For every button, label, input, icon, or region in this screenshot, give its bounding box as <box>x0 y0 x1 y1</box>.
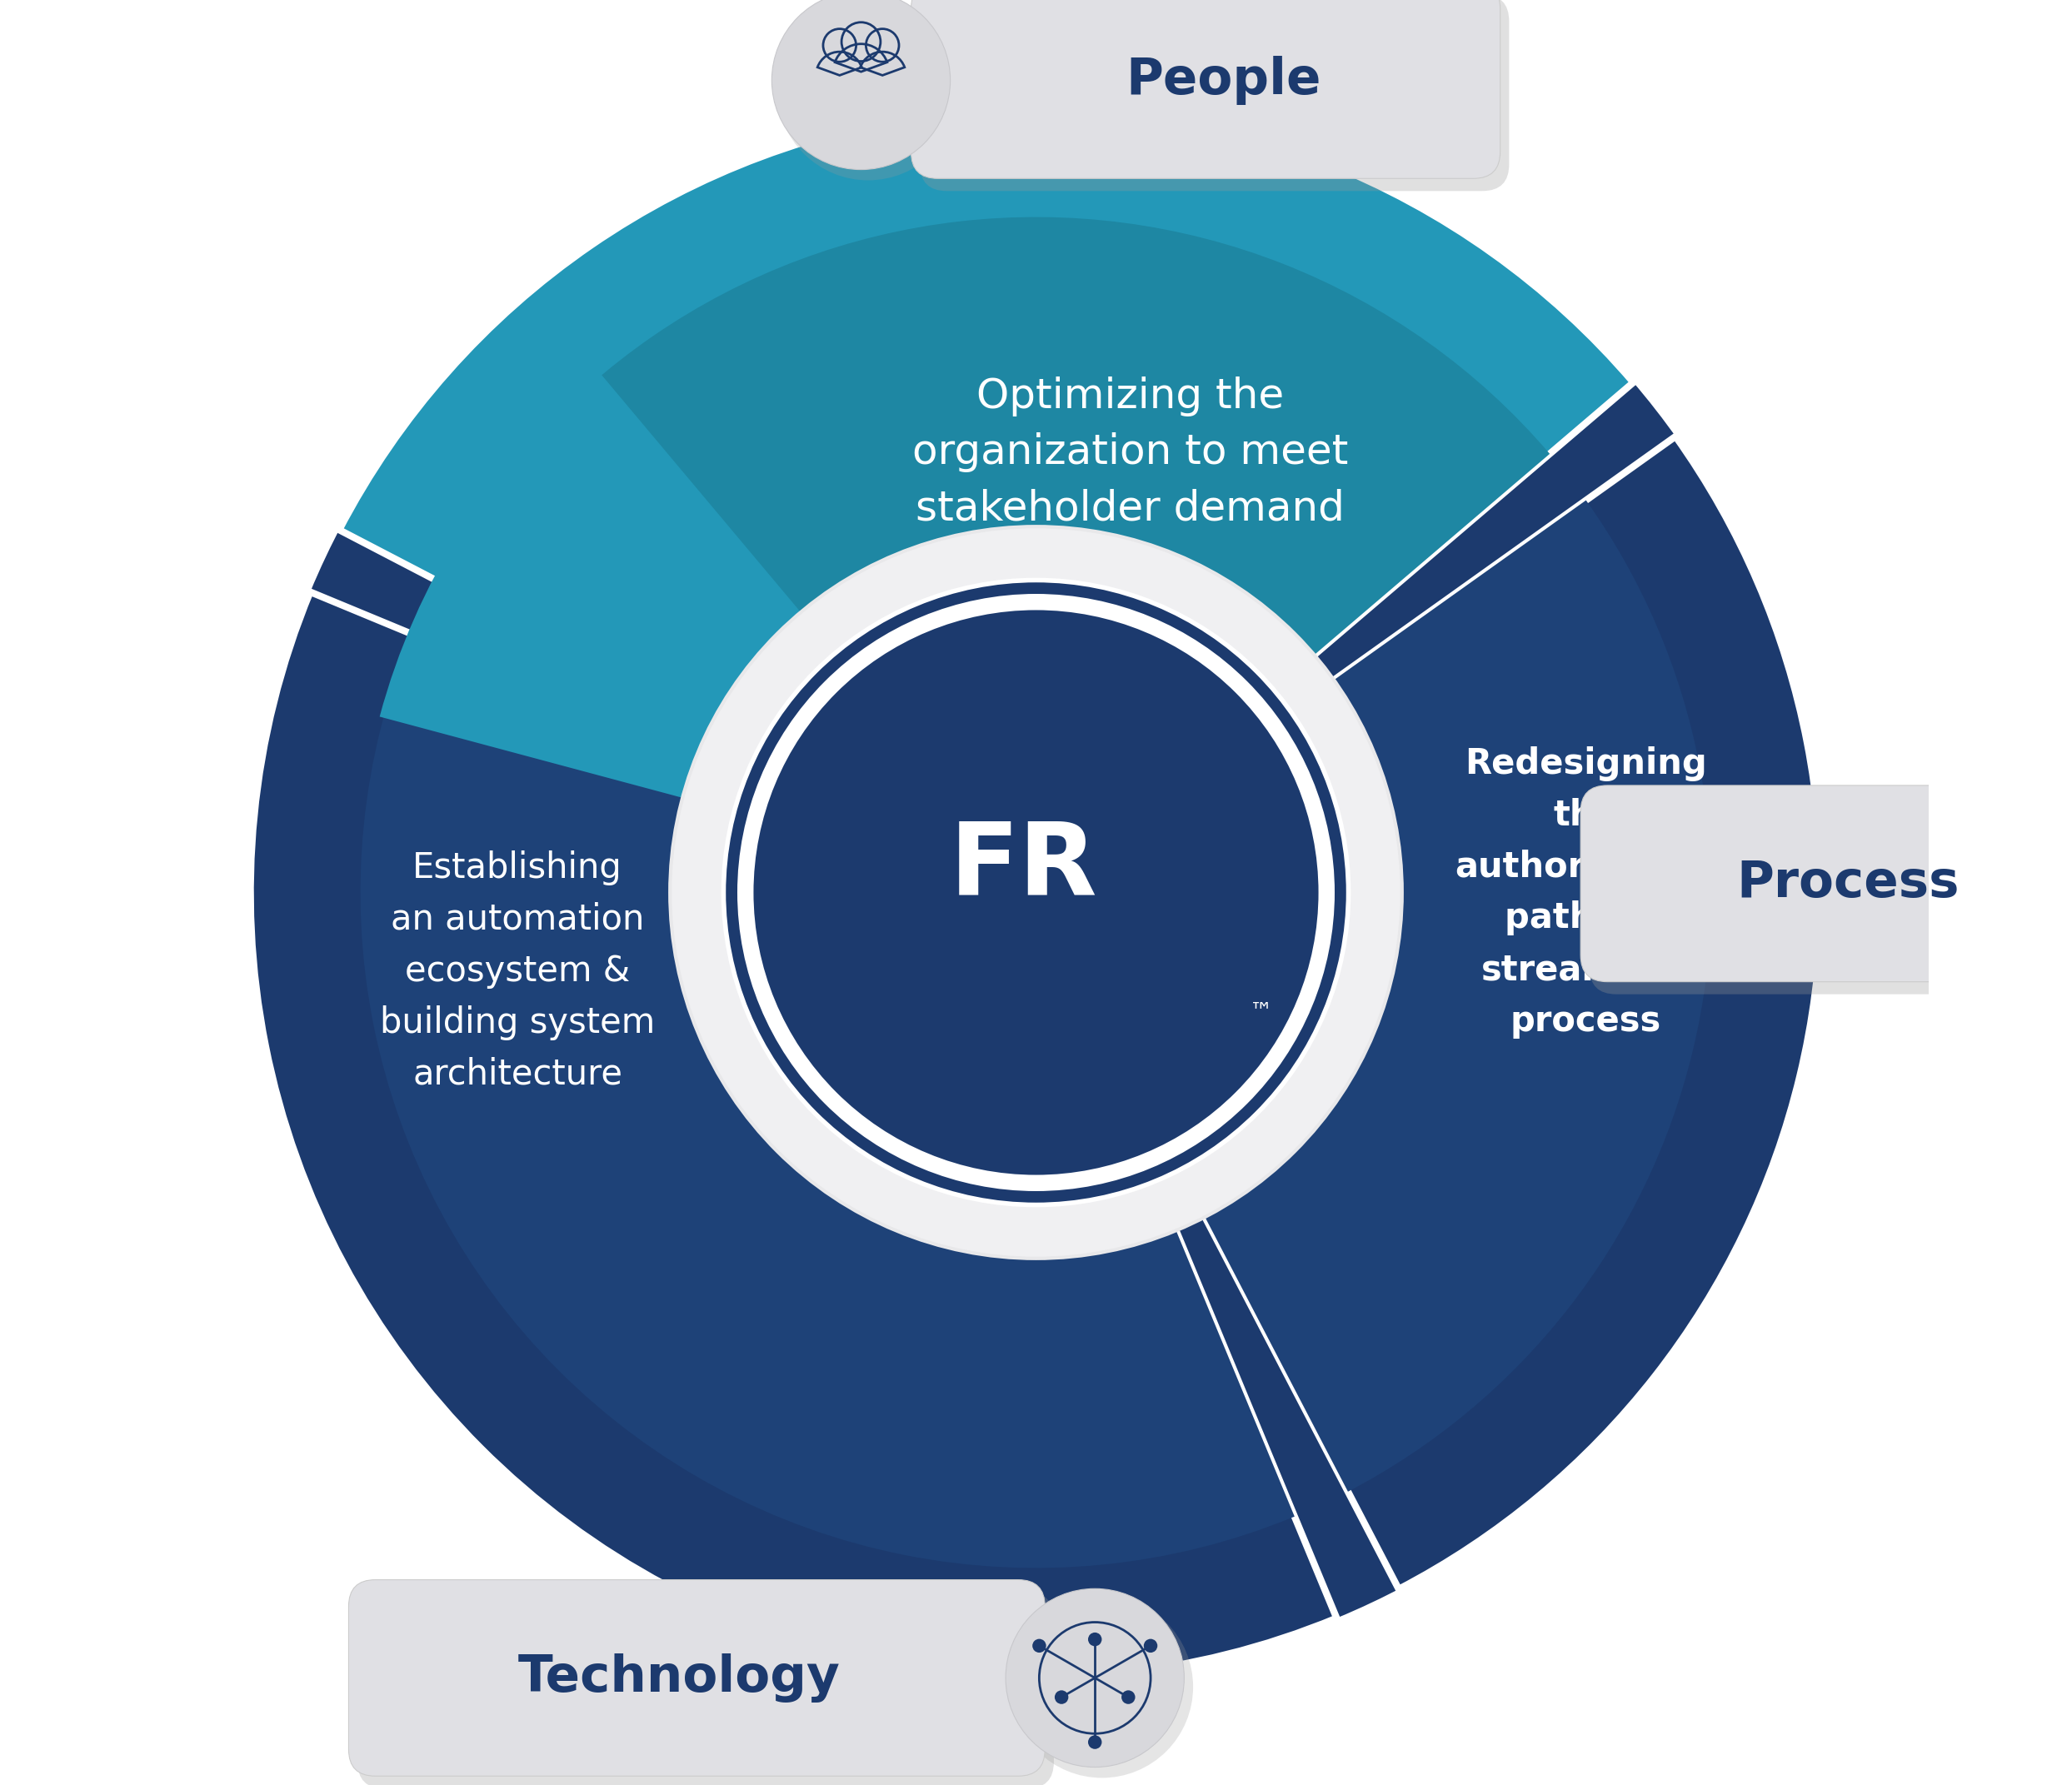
Text: Redesigning
the
authorization
paths to
streamline
process: Redesigning the authorization paths to s… <box>1455 746 1718 1039</box>
Circle shape <box>1032 1639 1046 1653</box>
Circle shape <box>1088 1633 1102 1646</box>
FancyBboxPatch shape <box>358 1592 1055 1785</box>
FancyBboxPatch shape <box>920 0 1508 191</box>
Wedge shape <box>340 107 1633 892</box>
Circle shape <box>1005 1589 1185 1767</box>
Wedge shape <box>1036 500 1711 1492</box>
Text: People: People <box>1125 55 1322 105</box>
Text: Establishing
an automation
ecosystem &
building system
architecture: Establishing an automation ecosystem & b… <box>379 851 655 1091</box>
Text: Technology: Technology <box>518 1653 839 1703</box>
Wedge shape <box>251 593 1336 1678</box>
Text: FR: FR <box>949 819 1098 916</box>
Wedge shape <box>437 218 1550 892</box>
Text: Optimizing the
organization to meet
stakeholder demand: Optimizing the organization to meet stak… <box>912 377 1349 528</box>
FancyBboxPatch shape <box>348 1580 1044 1776</box>
Wedge shape <box>361 634 1295 1567</box>
Wedge shape <box>379 371 1036 892</box>
Text: Process: Process <box>1736 859 1960 909</box>
Circle shape <box>1055 1690 1069 1705</box>
Circle shape <box>669 527 1403 1258</box>
Text: ™: ™ <box>1249 1000 1272 1023</box>
Circle shape <box>1121 1690 1135 1705</box>
Circle shape <box>1144 1639 1158 1653</box>
Circle shape <box>1088 1735 1102 1749</box>
Circle shape <box>723 580 1349 1205</box>
Circle shape <box>777 0 959 180</box>
FancyBboxPatch shape <box>1581 785 2072 982</box>
Circle shape <box>251 107 1821 1678</box>
FancyBboxPatch shape <box>1589 798 2072 994</box>
Circle shape <box>771 0 951 170</box>
FancyBboxPatch shape <box>912 0 1500 178</box>
Circle shape <box>1011 1596 1193 1778</box>
Wedge shape <box>1036 436 1821 1589</box>
